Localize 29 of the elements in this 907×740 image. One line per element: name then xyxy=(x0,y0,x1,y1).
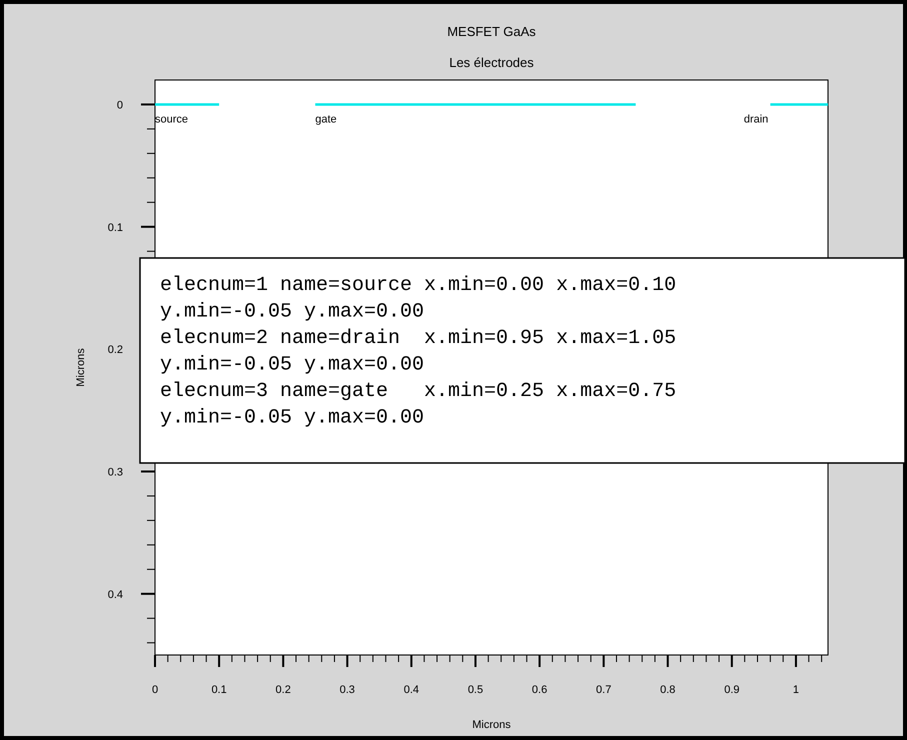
x-tick-label: 1 xyxy=(792,684,800,696)
annotation: y.min=-0.05 y.max=0.00 xyxy=(160,354,424,376)
y-tick-label: 0.1 xyxy=(108,222,123,234)
x-axis-title: Microns xyxy=(472,719,512,731)
y-tick-label: 0.2 xyxy=(108,344,123,356)
x-tick-label: 0.7 xyxy=(596,684,612,696)
series-label: gate xyxy=(315,113,337,126)
x-tick-label: 0 xyxy=(152,684,158,696)
x-tick-label: 0.1 xyxy=(211,684,227,696)
annotation: y.min=-0.05 y.max=0.00 xyxy=(160,406,424,430)
series-label: source xyxy=(155,113,188,126)
annotation: elecnum=2 name=drain x.min=0.95 x.max=1.05 xyxy=(160,327,676,350)
y-tick-label: 0.4 xyxy=(108,588,123,601)
x-tick-label: 0.2 xyxy=(276,684,291,696)
annotation: elecnum=1 name=source x.min=0.00 x.max=0.10 xyxy=(160,274,676,297)
y-axis-title: Microns xyxy=(75,348,87,387)
x-tick-label: 0.8 xyxy=(660,684,676,696)
chart-subtitle: Les électrodes xyxy=(449,55,534,70)
x-tick-label: 0.4 xyxy=(404,684,420,696)
x-tick-label: 0.5 xyxy=(468,684,484,696)
x-tick-label: 0.3 xyxy=(340,684,355,696)
y-tick-label: 0.3 xyxy=(108,466,123,478)
x-tick-label: 0.9 xyxy=(724,684,740,696)
chart-title: MESFET GaAs xyxy=(447,24,536,39)
annotation: elecnum=3 name=gate x.min=0.25 x.max=0.75 xyxy=(160,380,676,403)
annotation: y.min=-0.05 y.max=0.00 xyxy=(160,300,424,324)
y-tick-label: 0 xyxy=(116,99,123,112)
series-label: drain xyxy=(744,113,768,126)
x-tick-label: 0.6 xyxy=(532,684,548,696)
